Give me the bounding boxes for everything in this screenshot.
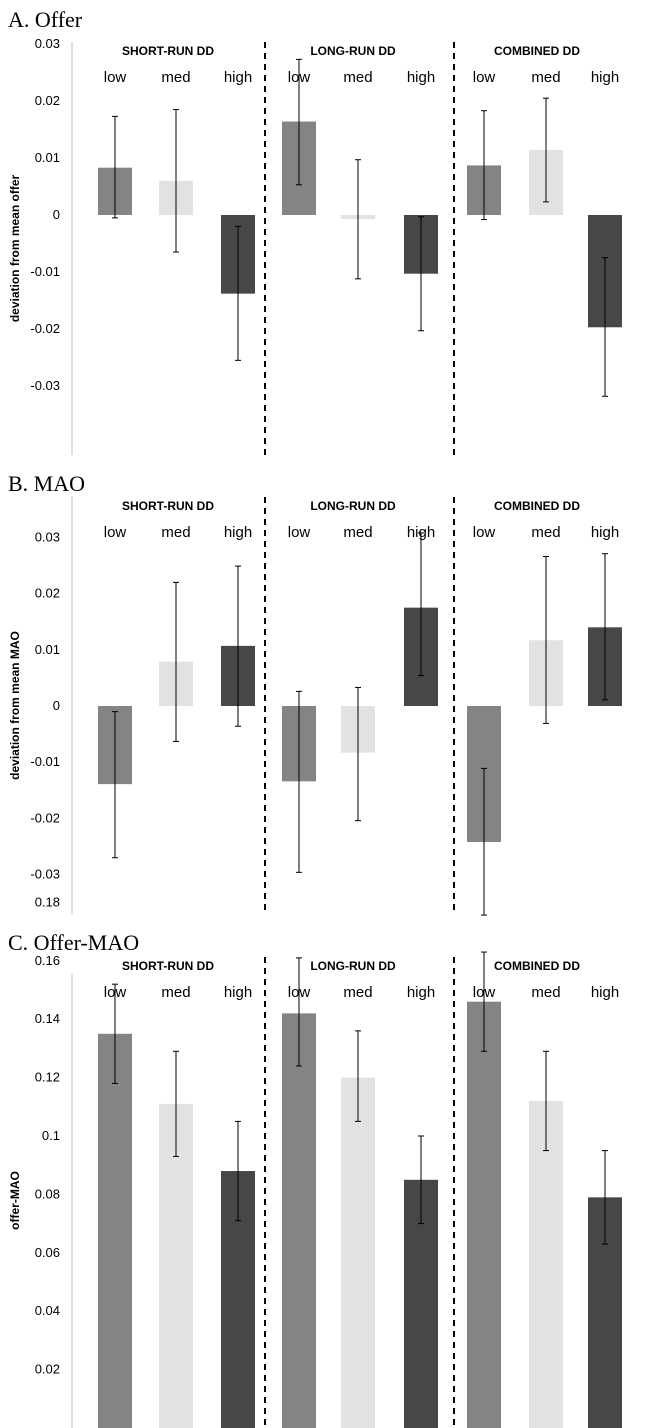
group-header: LONG-RUN DD <box>310 499 396 513</box>
group-header: SHORT-RUN DD <box>122 499 214 513</box>
y-tick-label: 0.14 <box>35 1011 60 1026</box>
category-label: low <box>104 524 127 541</box>
group-header: LONG-RUN DD <box>310 959 396 973</box>
y-tick-label: -0.03 <box>30 378 60 393</box>
y-axis-label: offer-MAO <box>8 1171 22 1230</box>
category-label: med <box>161 69 190 86</box>
category-label: high <box>591 524 619 541</box>
y-tick-label: 0.02 <box>35 93 60 108</box>
bar-0-med <box>159 1103 193 1428</box>
y-tick-label: 0.03 <box>35 36 60 51</box>
y-tick-label: 0.06 <box>35 1245 60 1260</box>
y-tick-label: -0.03 <box>30 867 60 882</box>
bar-0-low <box>98 1033 132 1428</box>
group-header: SHORT-RUN DD <box>122 959 214 973</box>
category-label: low <box>104 69 127 86</box>
y-tick-label: 0.02 <box>35 586 60 601</box>
y-tick-label: 0.04 <box>35 1303 60 1318</box>
panel-title: C. Offer-MAO <box>8 930 139 955</box>
category-label: high <box>591 69 619 86</box>
panel-title: A. Offer <box>8 7 83 32</box>
category-label: low <box>473 69 496 86</box>
group-header: COMBINED DD <box>494 499 580 513</box>
y-tick-label: -0.02 <box>30 810 60 825</box>
y-tick-label: 0.18 <box>35 894 60 909</box>
category-label: low <box>288 524 311 541</box>
y-tick-label: 0 <box>53 207 60 222</box>
group-header: COMBINED DD <box>494 959 580 973</box>
y-tick-label: 0 <box>53 698 60 713</box>
category-label: high <box>407 984 435 1001</box>
y-tick-label: 0.03 <box>35 529 60 544</box>
category-label: high <box>591 984 619 1001</box>
y-tick-label: -0.01 <box>30 754 60 769</box>
panel-title: B. MAO <box>8 471 85 496</box>
group-header: SHORT-RUN DD <box>122 44 214 58</box>
y-axis-label: deviation from mean offer <box>8 174 22 322</box>
category-label: med <box>343 984 372 1001</box>
category-label: med <box>343 524 372 541</box>
category-label: med <box>161 524 190 541</box>
bar-1-low <box>282 1013 316 1428</box>
chart-panel-2: B. MAO 0.03 0.02 0.01 0 -0.01 -0.02 -0.03 deviat… <box>8 471 622 916</box>
category-label: med <box>531 984 560 1001</box>
y-tick-label: -0.02 <box>30 321 60 336</box>
bar-2-med <box>529 1100 563 1428</box>
category-label: high <box>224 984 252 1001</box>
y-tick-label: -0.01 <box>30 264 60 279</box>
category-label: med <box>161 984 190 1001</box>
group-header: LONG-RUN DD <box>310 44 396 58</box>
category-label: high <box>224 524 252 541</box>
chart-panel-1: A. Offer 0.03 0.02 0.01 0 -0.01 -0.02 -0.03 devi… <box>8 7 622 455</box>
y-tick-label: 0.02 <box>35 1362 60 1377</box>
category-label: low <box>473 524 496 541</box>
y-tick-label: 0.12 <box>35 1070 60 1085</box>
category-label: high <box>224 69 252 86</box>
chart-panel-3: C. Offer-MAO 0.18 0.16 0.14 0.12 0.1 0.08 0.06 0… <box>8 894 622 1428</box>
category-label: high <box>407 69 435 86</box>
y-tick-label: 0.1 <box>42 1128 60 1143</box>
y-axis-label: deviation from mean MAO <box>8 631 22 780</box>
group-header: COMBINED DD <box>494 44 580 58</box>
y-tick-label: 0.16 <box>35 953 60 968</box>
y-tick-label: 0.01 <box>35 150 60 165</box>
category-label: med <box>531 69 560 86</box>
category-label: med <box>343 69 372 86</box>
bar-1-med <box>341 1077 375 1428</box>
bar-2-low <box>467 1001 501 1428</box>
y-tick-label: 0.08 <box>35 1186 60 1201</box>
category-label: med <box>531 524 560 541</box>
y-tick-label: 0.01 <box>35 642 60 657</box>
